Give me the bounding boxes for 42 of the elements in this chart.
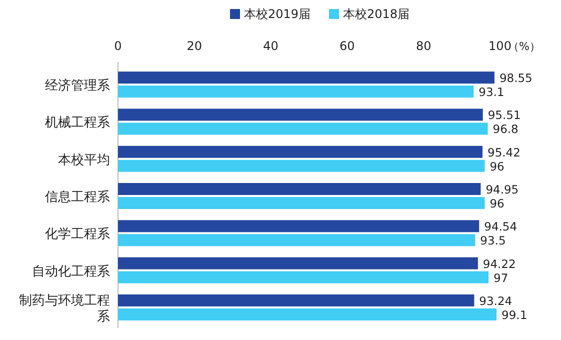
y-tick-label: 经济管理系 [45,78,110,94]
data-label: 96.8 [492,122,518,136]
x-tick-label: 40 [263,39,278,53]
data-label: 93.24 [479,294,512,308]
bar [118,220,480,232]
bar [118,72,494,84]
legend-label: 本校2019届 [244,7,311,21]
bar [118,271,489,284]
bar [118,160,485,172]
y-tick-label: 机械工程系 [45,116,110,131]
bar [118,234,476,246]
bar [118,183,481,195]
y-tick-label: 化学工程系 [45,227,110,242]
bar [118,122,488,135]
bar [118,86,474,98]
bar [118,146,483,158]
data-label: 94.95 [486,182,519,196]
y-tick-label: 本校平均 [58,152,110,168]
data-label: 98.55 [499,71,532,86]
data-label: 95.42 [488,145,520,160]
x-tick-label: 60 [340,39,355,53]
legend-label: 本校2018届 [343,7,410,21]
data-label: 94.22 [482,256,516,271]
data-label: 93.1 [478,85,504,100]
bar [118,197,485,209]
bar [118,308,497,320]
data-label: 94.54 [484,220,518,234]
bar [118,294,474,306]
data-label: 97 [494,270,508,285]
y-tick-label: 制药与环境工程系 [19,292,110,324]
data-label: 99.1 [502,308,528,322]
bar [118,108,483,121]
y-tick-label: 自动化工程系 [32,264,110,280]
bar [118,257,478,270]
data-label: 95.51 [488,108,521,122]
y-tick-label: 信息工程系 [45,190,110,205]
data-label: 96 [490,196,504,210]
x-tick-label: 80 [416,39,432,53]
data-label: 96 [490,159,504,174]
x-tick-label: 0 [114,39,122,53]
data-label: 93.5 [480,234,506,248]
x-tick-label: 20 [186,39,202,53]
